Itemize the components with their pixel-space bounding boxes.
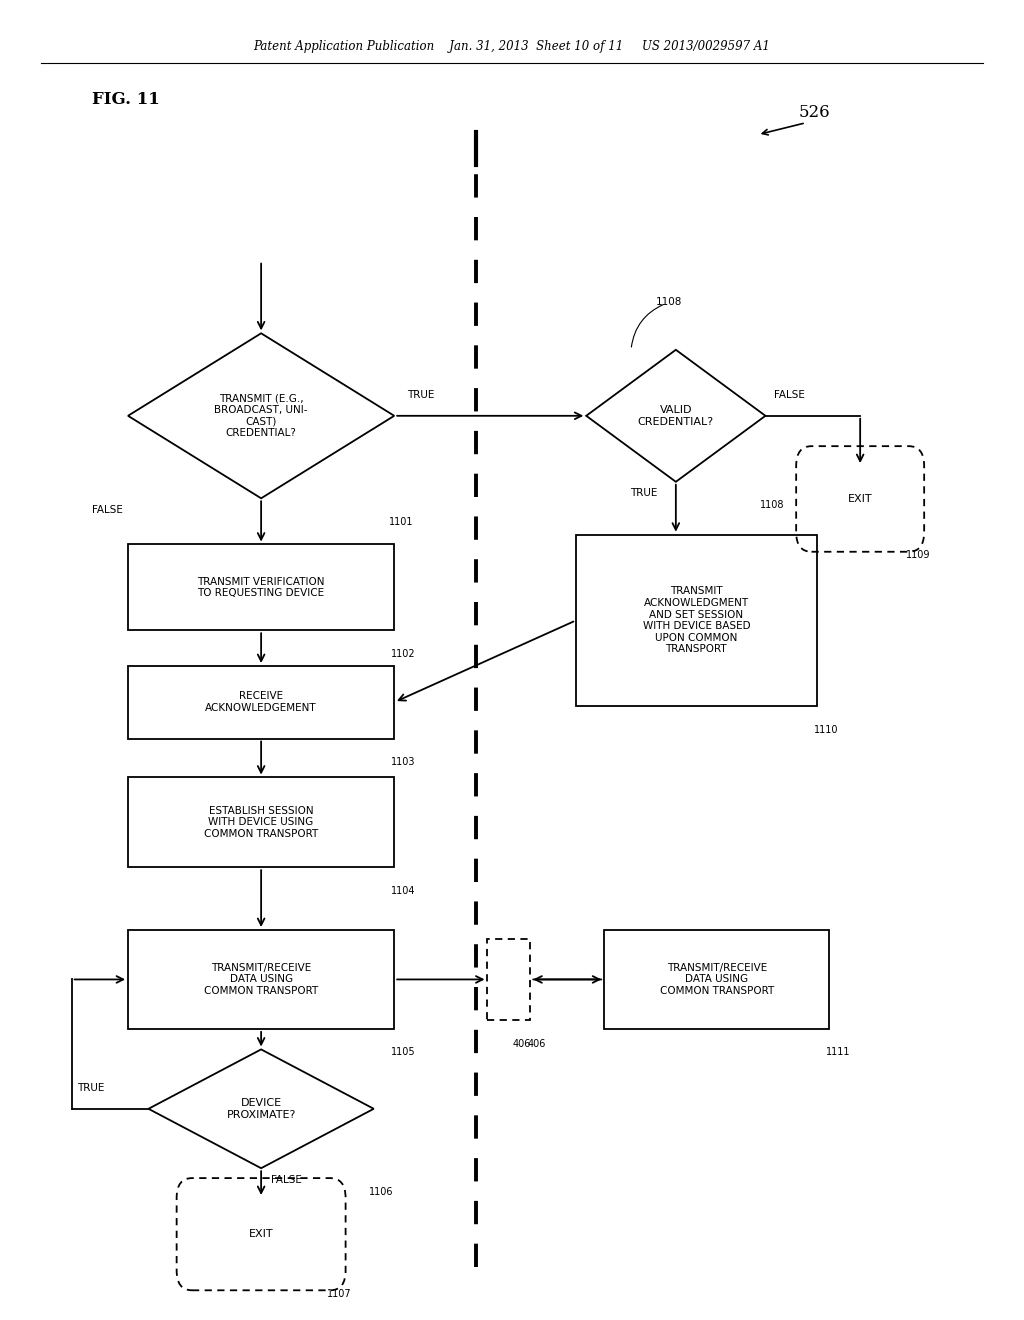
Text: 1110: 1110 bbox=[814, 725, 838, 735]
Text: VALID
CREDENTIAL?: VALID CREDENTIAL? bbox=[638, 405, 714, 426]
Text: 1104: 1104 bbox=[391, 886, 416, 896]
Text: 1102: 1102 bbox=[391, 648, 416, 659]
Text: FALSE: FALSE bbox=[774, 389, 805, 400]
Text: 1103: 1103 bbox=[391, 758, 416, 767]
Text: 1111: 1111 bbox=[826, 1048, 851, 1057]
Text: Patent Application Publication    Jan. 31, 2013  Sheet 10 of 11     US 2013/0029: Patent Application Publication Jan. 31, … bbox=[254, 40, 770, 53]
Text: ESTABLISH SESSION
WITH DEVICE USING
COMMON TRANSPORT: ESTABLISH SESSION WITH DEVICE USING COMM… bbox=[204, 805, 318, 840]
Bar bbox=[604, 929, 829, 1030]
Text: FALSE: FALSE bbox=[92, 504, 123, 515]
Bar bbox=[128, 544, 394, 630]
Text: EXIT: EXIT bbox=[848, 494, 872, 504]
Text: TRANSMIT
ACKNOWLEDGMENT
AND SET SESSION
WITH DEVICE BASED
UPON COMMON
TRANSPORT: TRANSMIT ACKNOWLEDGMENT AND SET SESSION … bbox=[642, 586, 751, 655]
Text: 1105: 1105 bbox=[391, 1048, 416, 1057]
Text: TRANSMIT/RECEIVE
DATA USING
COMMON TRANSPORT: TRANSMIT/RECEIVE DATA USING COMMON TRANS… bbox=[204, 962, 318, 997]
Text: 1108: 1108 bbox=[655, 297, 682, 308]
Text: FALSE: FALSE bbox=[271, 1175, 302, 1185]
Text: 526: 526 bbox=[799, 104, 829, 120]
Bar bbox=[128, 777, 394, 867]
Bar bbox=[487, 939, 530, 1020]
Text: FIG. 11: FIG. 11 bbox=[92, 91, 160, 107]
Text: 1107: 1107 bbox=[328, 1288, 352, 1299]
Text: RECEIVE
ACKNOWLEDGEMENT: RECEIVE ACKNOWLEDGEMENT bbox=[205, 692, 317, 713]
Bar bbox=[128, 929, 394, 1030]
Text: TRANSMIT VERIFICATION
TO REQUESTING DEVICE: TRANSMIT VERIFICATION TO REQUESTING DEVI… bbox=[198, 577, 325, 598]
Bar bbox=[575, 535, 817, 706]
Text: TRUE: TRUE bbox=[77, 1082, 104, 1093]
Text: 406: 406 bbox=[513, 1039, 531, 1049]
Bar bbox=[128, 665, 394, 739]
Text: TRUE: TRUE bbox=[408, 389, 435, 400]
Text: TRANSMIT (E.G.,
BROADCAST, UNI-
CAST)
CREDENTIAL?: TRANSMIT (E.G., BROADCAST, UNI- CAST) CR… bbox=[214, 393, 308, 438]
Text: 406: 406 bbox=[527, 1039, 546, 1049]
Text: TRUE: TRUE bbox=[630, 488, 657, 499]
Text: EXIT: EXIT bbox=[249, 1229, 273, 1239]
Text: DEVICE
PROXIMATE?: DEVICE PROXIMATE? bbox=[226, 1098, 296, 1119]
Text: 1108: 1108 bbox=[760, 500, 784, 511]
Text: TRANSMIT/RECEIVE
DATA USING
COMMON TRANSPORT: TRANSMIT/RECEIVE DATA USING COMMON TRANS… bbox=[659, 962, 774, 997]
Text: 1109: 1109 bbox=[905, 550, 930, 561]
Text: 1106: 1106 bbox=[369, 1187, 393, 1197]
Text: 1101: 1101 bbox=[389, 516, 414, 527]
